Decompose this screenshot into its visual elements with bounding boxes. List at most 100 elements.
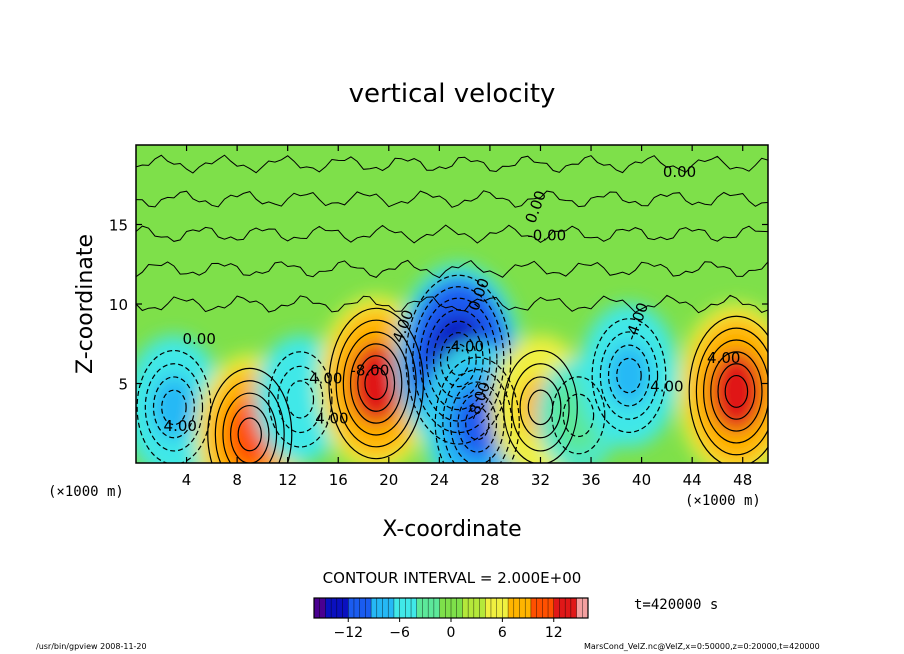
contour-line bbox=[465, 406, 490, 441]
x-tick-label: 12 bbox=[278, 471, 297, 489]
colorbar-segment bbox=[376, 598, 383, 618]
contour-line bbox=[207, 367, 293, 463]
zero-contour bbox=[136, 154, 768, 174]
x-tick-label: 48 bbox=[733, 471, 752, 489]
footer-left: /usr/bin/gpview 2008-11-20 bbox=[36, 642, 147, 651]
colorbar-segment bbox=[473, 598, 480, 618]
colorbar-segment bbox=[416, 598, 423, 618]
field-cell-core bbox=[709, 350, 764, 433]
colorbar-segment bbox=[502, 598, 509, 618]
x-unit-right: (×1000 m) bbox=[685, 493, 761, 509]
colorbar-segment bbox=[519, 598, 526, 618]
colorbar-segment bbox=[439, 598, 446, 618]
colorbar-segment bbox=[365, 598, 372, 618]
x-tick-label: 44 bbox=[683, 471, 702, 489]
colorbar bbox=[313, 597, 589, 619]
contour-line bbox=[599, 331, 659, 420]
contour-line bbox=[616, 357, 642, 394]
colorbar-segment bbox=[576, 598, 583, 618]
colorbar-segment bbox=[570, 598, 577, 618]
y-tick-label: 15 bbox=[109, 217, 128, 235]
colorbar-segment bbox=[325, 598, 332, 618]
contour-line bbox=[364, 367, 388, 400]
contour-line bbox=[405, 274, 512, 445]
x-tick-label: 32 bbox=[531, 471, 550, 489]
colorbar-segment bbox=[490, 598, 497, 618]
contour-line bbox=[349, 343, 403, 424]
contour-line bbox=[214, 380, 285, 463]
colorbar-segment bbox=[582, 598, 589, 618]
contour-label: 4.00 bbox=[707, 349, 740, 367]
contour-line bbox=[562, 393, 595, 438]
zero-contour bbox=[136, 224, 768, 244]
x-tick-label: 16 bbox=[329, 471, 348, 489]
contour-label: 0.00 bbox=[663, 163, 696, 181]
colorbar-segment bbox=[399, 598, 406, 618]
colorbar-segment bbox=[559, 598, 566, 618]
x-tick-label: 20 bbox=[379, 471, 398, 489]
field-cell-core bbox=[453, 386, 502, 460]
colorbar-segment bbox=[468, 598, 475, 618]
contour-line bbox=[511, 363, 570, 452]
contour-label: -0.00 bbox=[527, 226, 566, 244]
x-axis-ticks: 4 8 12 16 20 24 28 32 36 40 44 48 bbox=[182, 145, 752, 489]
colorbar-segment bbox=[411, 598, 418, 618]
contour-line bbox=[688, 315, 768, 463]
x-tick-label: 28 bbox=[480, 471, 499, 489]
zero-contour bbox=[136, 190, 768, 208]
colorbar-tick-label: −12 bbox=[333, 625, 363, 641]
colorbar-segment bbox=[331, 598, 338, 618]
contour-line bbox=[222, 392, 278, 463]
contour-label: 0.00 bbox=[182, 330, 215, 348]
colorbar-segment bbox=[456, 598, 463, 618]
contour-line bbox=[237, 417, 262, 452]
colorbar-segment bbox=[405, 598, 412, 618]
contour-line bbox=[161, 389, 187, 426]
contour-line bbox=[152, 376, 195, 439]
colorbar-segment bbox=[513, 598, 520, 618]
colorbar-segment bbox=[388, 598, 395, 618]
x-tick-label: 36 bbox=[581, 471, 600, 489]
colorbar-segment bbox=[451, 598, 458, 618]
field-cells bbox=[136, 263, 768, 463]
field-cell-core bbox=[152, 375, 196, 440]
colorbar-tick-label: 6 bbox=[498, 625, 507, 641]
contour-line bbox=[335, 319, 417, 448]
x-tick-label: 8 bbox=[232, 471, 242, 489]
colorbar-segment bbox=[530, 598, 537, 618]
zero-contour bbox=[136, 259, 768, 279]
colorbar-tick-label: 0 bbox=[447, 625, 456, 641]
contour-line bbox=[703, 339, 768, 444]
contour-label: 4.00 bbox=[315, 409, 348, 427]
contour-label: -8.00 bbox=[350, 362, 389, 380]
colorbar-segment bbox=[371, 598, 378, 618]
contour-line bbox=[286, 380, 315, 419]
colorbar-segment bbox=[485, 598, 492, 618]
colorbar-segment bbox=[508, 598, 515, 618]
colorbar-segment bbox=[393, 598, 400, 618]
contour-line bbox=[412, 286, 505, 434]
colorbar-ticks: −12 −6 0 6 12 bbox=[333, 618, 563, 641]
contour-line bbox=[449, 381, 505, 463]
zero-contour bbox=[136, 294, 768, 314]
colorbar-segment bbox=[433, 598, 440, 618]
colorbar-segment bbox=[314, 598, 321, 618]
contour-line bbox=[144, 363, 204, 452]
contour-line bbox=[229, 404, 270, 463]
colorbar-segment bbox=[336, 598, 343, 618]
colorbar-segment bbox=[348, 598, 355, 618]
contour-label: -4.00 bbox=[304, 370, 343, 388]
x-axis-label: X-coordinate bbox=[382, 517, 521, 542]
contour-line bbox=[724, 374, 749, 408]
footer-right: MarsCond_VelZ.nc@VelZ,x=0:50000,z=0:2000… bbox=[584, 642, 820, 651]
contour-line bbox=[439, 332, 477, 388]
y-tick-label: 5 bbox=[118, 376, 128, 394]
x-unit-left: (×1000 m) bbox=[48, 484, 124, 500]
contour-line bbox=[432, 320, 484, 399]
contour-line bbox=[434, 356, 520, 463]
contour-line bbox=[607, 344, 650, 407]
colorbar-segment bbox=[536, 598, 543, 618]
x-tick-label: 40 bbox=[632, 471, 651, 489]
contour-line bbox=[519, 376, 562, 439]
